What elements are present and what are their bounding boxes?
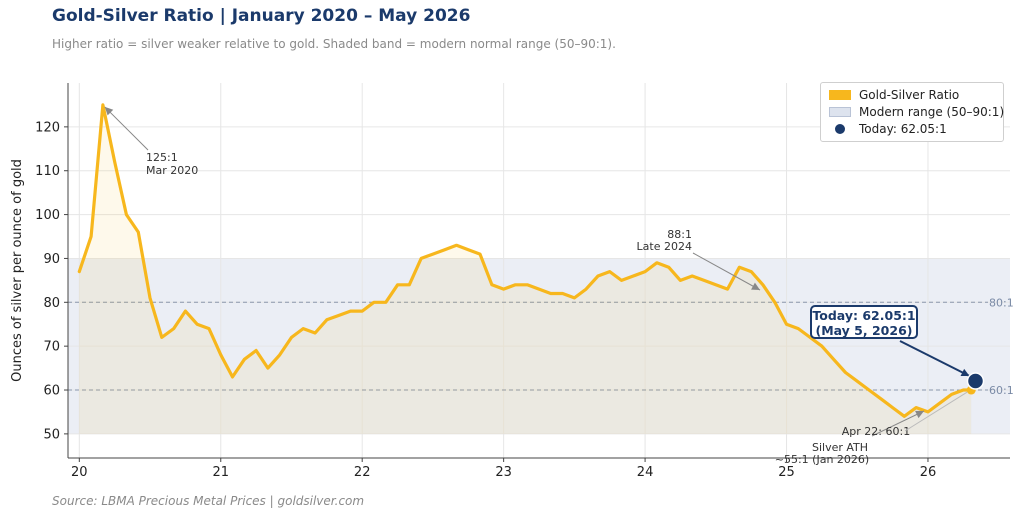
y-tick-label: 60 — [43, 384, 60, 399]
today-callout-line2: (May 5, 2026) — [815, 323, 913, 338]
y-tick-label: 70 — [43, 340, 60, 355]
legend-label-range: Modern range (50–90:1) — [859, 105, 1005, 119]
area-layer — [79, 104, 972, 434]
legend-item-today: Today: 62.05:1 — [829, 121, 947, 137]
today-marker — [966, 372, 985, 390]
silver-ath-arrow-head — [915, 410, 924, 419]
y-tick-label: 120 — [35, 120, 60, 135]
ratio-area-fill — [79, 104, 972, 434]
reference-lines-layer: 80:1 60:1 — [68, 296, 1014, 397]
y-tick-label: 80 — [43, 296, 60, 311]
late2024-arrow — [692, 252, 761, 291]
silver-ath-label: Silver ATH — [812, 441, 868, 454]
source-note: Source: LBMA Precious Metal Prices | gol… — [52, 494, 365, 508]
y-tick-label: 100 — [35, 208, 60, 223]
x-tick-label: 22 — [354, 465, 371, 480]
late2024-label-value: 88:1 — [667, 228, 692, 241]
axes-layer: 50 60 70 80 90 100 110 120 20 21 22 23 24 25 26 Ounces … — [10, 83, 1010, 480]
silver-ath-label-value: ~55:1 (Jan 2026) — [775, 453, 869, 466]
x-tick-label: 26 — [920, 465, 937, 480]
legend-swatch-ratio — [829, 90, 851, 100]
points-layer — [966, 372, 985, 395]
ratio-line — [77, 103, 973, 418]
apr22-leader — [904, 391, 968, 432]
x-tick-label: 23 — [495, 465, 512, 480]
legend-item-range: Modern range (50–90:1) — [829, 104, 1004, 120]
legend-item-ratio: Gold-Silver Ratio — [829, 87, 959, 103]
late2024-arrow-head — [751, 282, 760, 290]
today-callout-line1: Today: 62.05:1 — [812, 308, 916, 323]
line-layer — [77, 103, 973, 418]
legend-label-ratio: Gold-Silver Ratio — [859, 88, 960, 102]
y-tick-label: 90 — [43, 252, 60, 267]
peak-label-value: 125:1 — [146, 151, 178, 164]
reference-line-label: 80:1 — [989, 296, 1014, 309]
y-tick-label: 50 — [43, 427, 60, 442]
today-callout: Today: 62.05:1 (May 5, 2026) — [810, 305, 918, 339]
y-axis-label: Ounces of silver per ounce of gold — [10, 159, 25, 382]
legend-dot-today — [835, 124, 845, 134]
apr22-label: Apr 22: 60:1 — [842, 425, 910, 438]
today-arrow-head — [960, 368, 970, 377]
peak-label-date: Mar 2020 — [146, 164, 198, 177]
chart-subtitle: Higher ratio = silver weaker relative to… — [52, 37, 616, 51]
x-tick-label: 21 — [212, 465, 229, 480]
late2024-label-date: Late 2024 — [637, 240, 692, 253]
peak-arrow-head — [104, 106, 114, 116]
today-arrow — [899, 340, 970, 377]
x-tick-label: 25 — [778, 465, 795, 480]
silver-ath-arrow — [871, 410, 925, 437]
legend-label-today: Today: 62.05:1 — [859, 122, 947, 136]
peak-arrow — [104, 106, 149, 151]
legend: Gold-Silver Ratio Modern range (50–90:1)… — [820, 82, 1004, 142]
y-tick-label: 110 — [35, 164, 60, 179]
x-tick-label: 20 — [71, 465, 88, 480]
legend-swatch-range — [829, 107, 851, 117]
reference-line-label: 60:1 — [989, 384, 1014, 397]
chart-title: Gold-Silver Ratio | January 2020 – May 2… — [52, 6, 471, 26]
x-tick-label: 24 — [637, 465, 654, 480]
